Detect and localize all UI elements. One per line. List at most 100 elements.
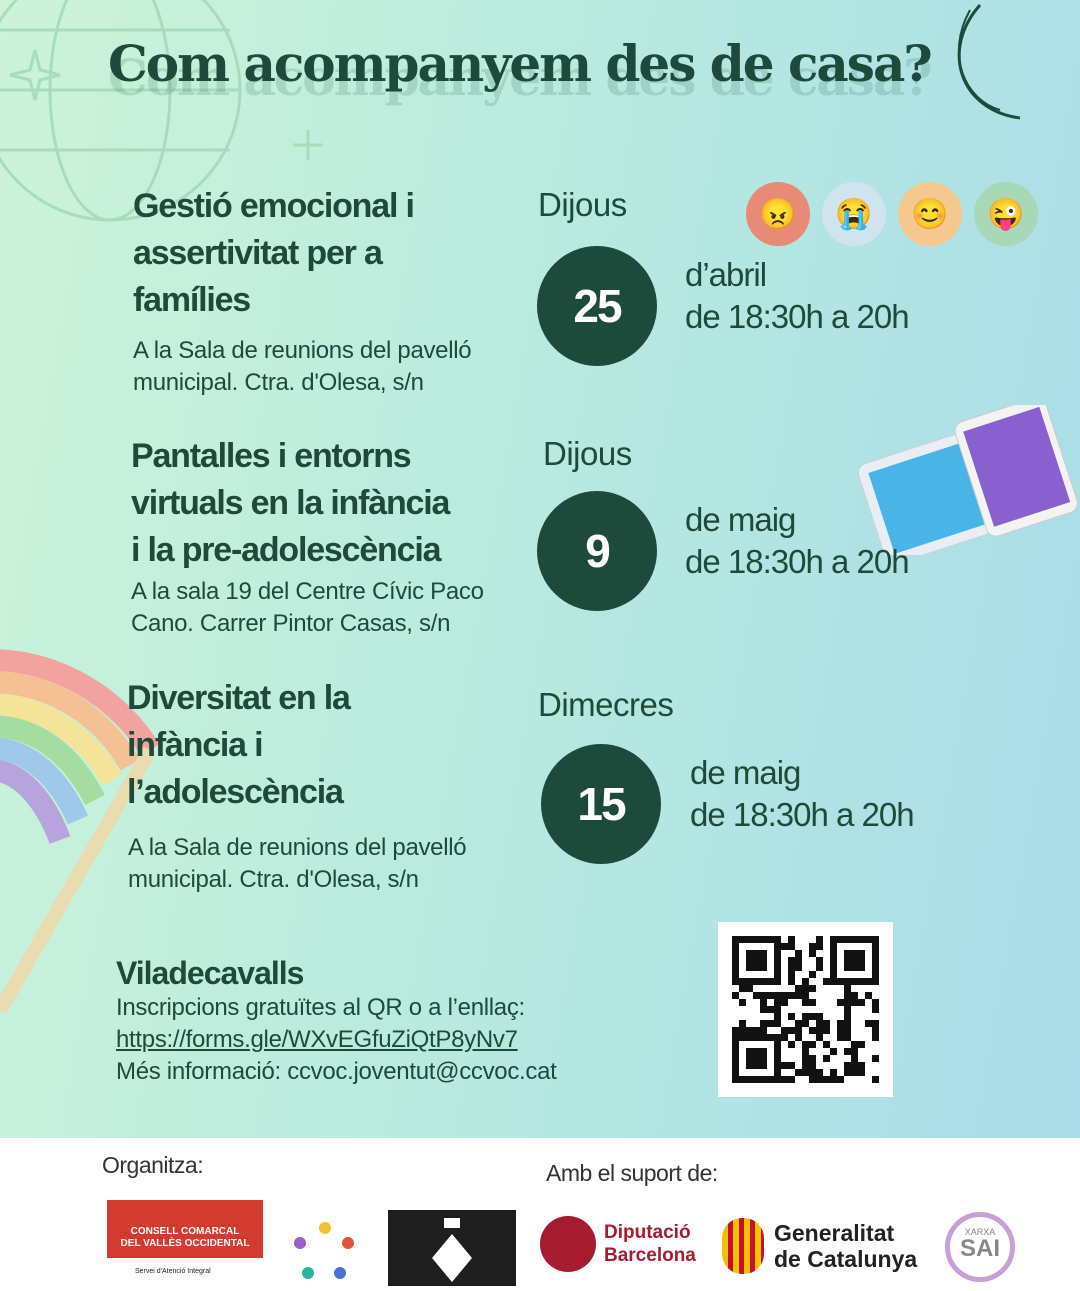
qr-module [802, 1041, 809, 1048]
qr-module [802, 1055, 809, 1062]
qr-module [837, 978, 844, 985]
qr-module [781, 1062, 788, 1069]
qr-module [753, 1048, 760, 1055]
qr-module [858, 936, 865, 943]
qr-module [844, 992, 851, 999]
qr-module [872, 1027, 879, 1034]
qr-module [774, 992, 781, 999]
qr-module [830, 1076, 837, 1083]
qr-module [746, 964, 753, 971]
event-title: Diversitat en la infància i l’adolescència [127, 679, 351, 811]
qr-module [872, 1020, 879, 1027]
event-date-time: de maig de 18:30h a 20h [690, 754, 915, 833]
qr-module [746, 985, 753, 992]
qr-module [865, 978, 872, 985]
qr-module [844, 957, 851, 964]
qr-module [809, 950, 816, 957]
qr-module [858, 1041, 865, 1048]
qr-module [851, 936, 858, 943]
qr-module [809, 943, 816, 950]
qr-module [809, 1041, 816, 1048]
qr-module [802, 978, 809, 985]
qr-module [760, 1027, 767, 1034]
qr-module [739, 1076, 746, 1083]
qr-module [767, 992, 774, 999]
qr-module [760, 1006, 767, 1013]
qr-module [774, 1048, 781, 1055]
qr-module [872, 971, 879, 978]
qr-module [788, 971, 795, 978]
tablet-phone-illustration [857, 405, 1078, 555]
event-day-badge: 15 [541, 744, 661, 864]
event-weekday: Dijous [543, 435, 632, 472]
qr-module [809, 985, 816, 992]
qr-module [844, 1048, 851, 1055]
qr-module [816, 1013, 823, 1020]
rainbow-flag-illustration [0, 649, 160, 1014]
qr-module [837, 999, 844, 1006]
qr-module [739, 978, 746, 985]
qr-module [781, 992, 788, 999]
qr-module [739, 999, 746, 1006]
qr-module [872, 950, 879, 957]
poster: Com acompanyem des de casa? 😠 😭 😊 😜 Gest… [0, 0, 1080, 1138]
qr-module [767, 936, 774, 943]
qr-module [774, 1055, 781, 1062]
qr-module [830, 943, 837, 950]
qr-code[interactable] [718, 922, 893, 1097]
qr-module [816, 1027, 823, 1034]
qr-module [858, 1062, 865, 1069]
moon-decoration [957, 4, 1021, 120]
globe-decoration [0, 0, 323, 222]
qr-module [872, 978, 879, 985]
qr-module [858, 1069, 865, 1076]
qr-module [823, 1055, 830, 1062]
qr-module [746, 1034, 753, 1041]
qr-module [837, 1034, 844, 1041]
qr-module [774, 936, 781, 943]
qr-module [774, 999, 781, 1006]
qr-module [837, 1027, 844, 1034]
qr-module [732, 950, 739, 957]
qr-module [753, 964, 760, 971]
town-name: Viladecavalls [116, 955, 304, 991]
qr-module [872, 999, 879, 1006]
qr-module [760, 1062, 767, 1069]
qr-module [844, 999, 851, 1006]
qr-module [732, 943, 739, 950]
qr-module [809, 971, 816, 978]
qr-module [795, 1027, 802, 1034]
qr-module [816, 1076, 823, 1083]
registration-link[interactable]: https://forms.gle/WXvEGfuZiQtP8yNv7 [116, 1026, 518, 1053]
angry-face-icon: 😠 [746, 182, 810, 246]
qr-module [760, 999, 767, 1006]
qr-module [844, 950, 851, 957]
qr-module [760, 1055, 767, 1062]
qr-module [788, 978, 795, 985]
contact-info: Més informació: ccvoc.joventut@ccvoc.cat [116, 1058, 557, 1085]
qr-module [851, 1055, 858, 1062]
silly-face-icon: 😜 [974, 182, 1038, 246]
qr-module [781, 943, 788, 950]
qr-module [844, 978, 851, 985]
qr-module [851, 999, 858, 1006]
qr-module [732, 1041, 739, 1048]
xarxa-sai-logo: XARXA SAI [945, 1212, 1015, 1282]
qr-module [732, 1069, 739, 1076]
qr-module [809, 1076, 816, 1083]
qr-module [830, 957, 837, 964]
qr-module [809, 999, 816, 1006]
qr-module [788, 992, 795, 999]
qr-module [732, 1048, 739, 1055]
qr-module [872, 936, 879, 943]
qr-module [865, 992, 872, 999]
qr-module [788, 1062, 795, 1069]
qr-module [788, 936, 795, 943]
qr-module [774, 978, 781, 985]
qr-module [774, 1013, 781, 1020]
qr-module [739, 936, 746, 943]
qr-module [851, 978, 858, 985]
qr-module [816, 1069, 823, 1076]
registration-text: Inscripcions gratuïtes al QR o a l’enlla… [116, 994, 525, 1021]
qr-module [872, 957, 879, 964]
